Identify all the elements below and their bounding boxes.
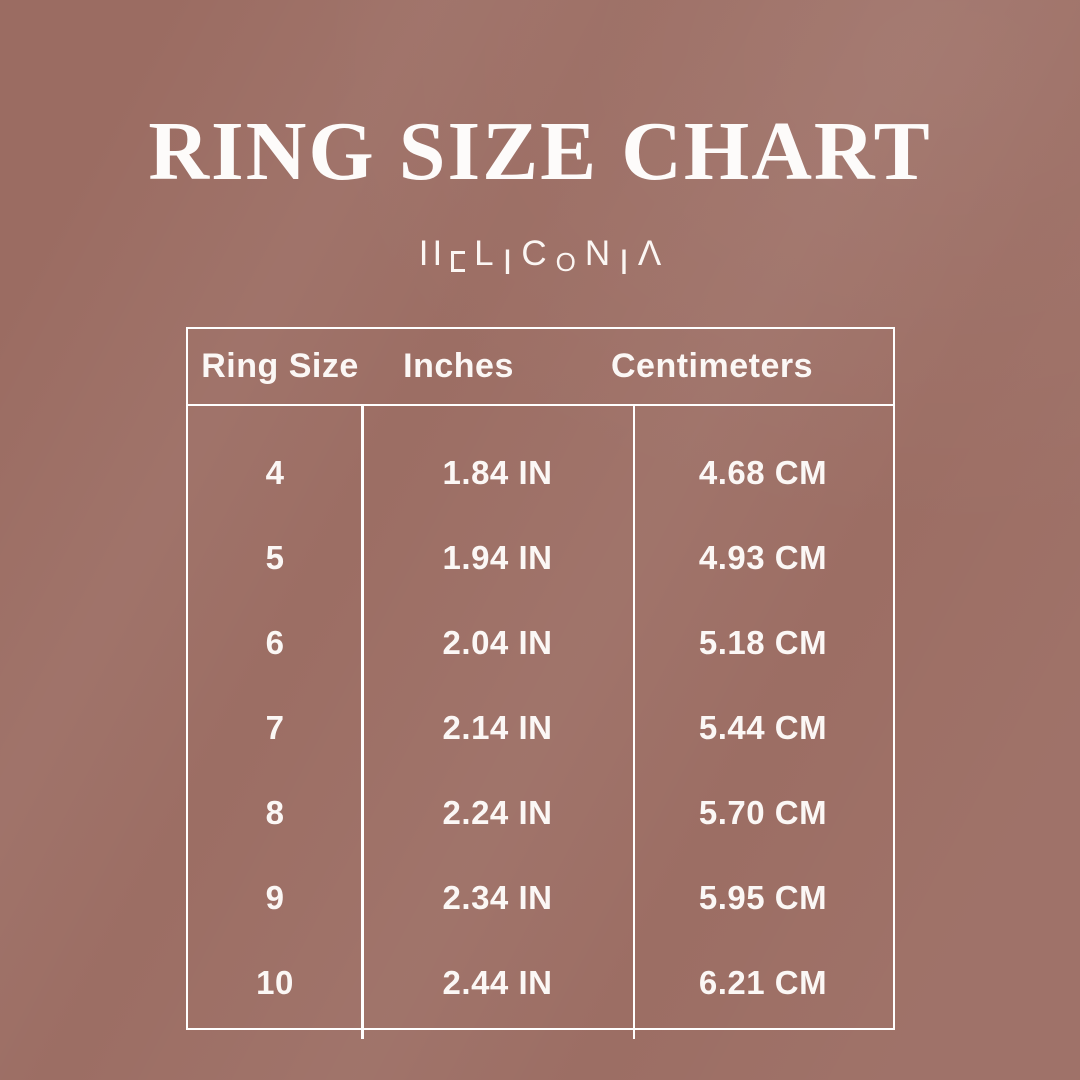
column-divider — [361, 406, 364, 1039]
ring-size-cell: 9 — [265, 878, 285, 916]
centimeters-cell: 5.44 CM — [698, 708, 828, 746]
brand-letter: I — [502, 243, 513, 282]
centimeters-cell: 4.68 CM — [698, 453, 828, 491]
ring-size-cell: 8 — [265, 793, 285, 831]
brand-letter: I — [619, 243, 629, 282]
brand-letter: L — [474, 234, 494, 273]
header-inches: Inches — [403, 347, 514, 385]
centimeters-cell: 5.95 CM — [698, 878, 828, 916]
brand-letter: I — [432, 234, 443, 273]
inches-cell: 2.14 IN — [442, 708, 553, 746]
table-row: 5 1.94 IN 4.93 CM — [188, 515, 893, 600]
centimeters-cell: 6.21 CM — [698, 963, 828, 1001]
ring-size-cell: 10 — [256, 963, 294, 1001]
inches-cell: 1.84 IN — [442, 453, 553, 491]
brand-letter — [451, 251, 466, 272]
centimeters-cell: 5.18 CM — [698, 623, 828, 661]
brand-letter: Λ — [637, 234, 662, 273]
inches-cell: 2.04 IN — [442, 623, 553, 661]
ring-size-cell: 4 — [265, 453, 285, 491]
table-row: 4 1.84 IN 4.68 CM — [188, 430, 893, 515]
brand-letter: O — [555, 247, 576, 277]
inches-cell: 1.94 IN — [442, 538, 553, 576]
column-divider — [632, 406, 635, 1039]
centimeters-cell: 4.93 CM — [698, 538, 828, 576]
header-centimeters: Centimeters — [610, 347, 813, 385]
centimeters-cell: 5.70 CM — [698, 793, 828, 831]
page-title: RING SIZE CHART — [148, 105, 932, 198]
ring-size-cell: 6 — [265, 623, 285, 661]
brand-letter: C — [521, 234, 547, 273]
table-row: 8 2.24 IN 5.70 CM — [188, 770, 893, 855]
header-ring-size: Ring Size — [201, 347, 359, 385]
ring-size-cell: 5 — [265, 538, 285, 576]
table-body: 4 1.84 IN 4.68 CM 5 1.94 IN 4.93 CM 6 2.… — [188, 406, 893, 1039]
inches-cell: 2.44 IN — [442, 963, 553, 1001]
brand-letter: N — [584, 234, 611, 273]
table-row: 7 2.14 IN 5.44 CM — [188, 685, 893, 770]
ring-size-table: Ring Size Inches Centimeters 4 1.84 IN 4… — [186, 327, 895, 1039]
table-row: 9 2.34 IN 5.95 CM — [188, 855, 893, 940]
inches-cell: 2.24 IN — [442, 793, 553, 831]
ring-size-cell: 7 — [265, 708, 285, 746]
table-row: 10 2.44 IN 6.21 CM — [188, 940, 893, 1025]
inches-cell: 2.34 IN — [442, 878, 553, 916]
table-header-row: Ring Size Inches Centimeters — [188, 329, 893, 406]
brand-letter: I — [418, 234, 429, 273]
table-row: 6 2.04 IN 5.18 CM — [188, 600, 893, 685]
